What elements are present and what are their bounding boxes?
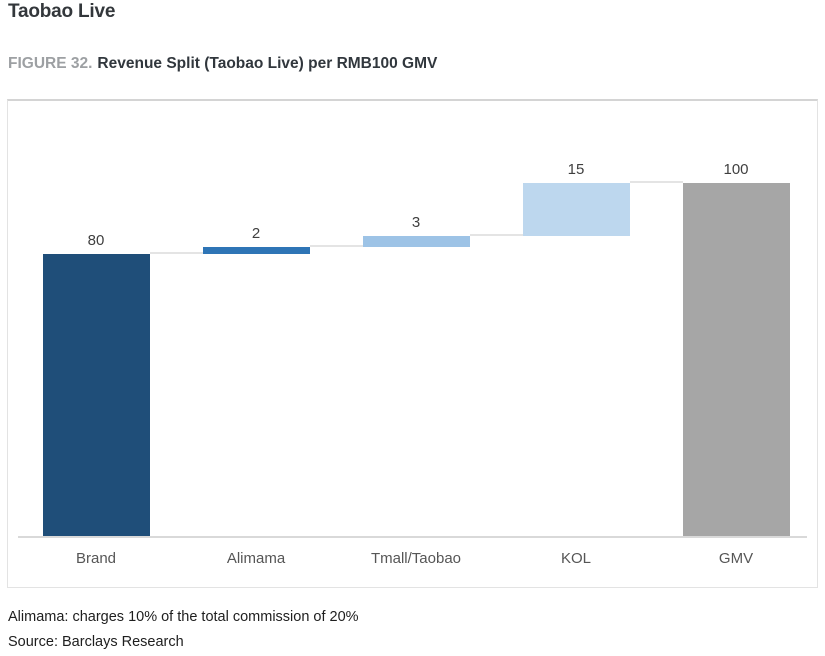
value-label-brand: 80 [87,231,105,249]
connector-line [309,244,363,247]
figure-title: Revenue Split (Taobao Live) per RMB100 G… [97,55,438,72]
connector-line [629,181,683,183]
waterfall-chart: 80 2 3 15 100 Brand Alimama Tmall/Taobao KOL GMV [8,101,817,587]
x-axis-label-kol: KOL [560,550,591,567]
source-line: Source: Barclays Research [8,634,184,650]
figure-caption: FIGURE 32. Revenue Split (Taobao Live) pe… [8,55,437,73]
value-label-gmv: 100 [723,161,749,178]
section-heading: Taobao Live [8,1,116,22]
value-label-kol: 15 [567,161,585,178]
chart-footnote: Alimama: charges 10% of the total commis… [8,609,359,625]
connector-line [469,233,523,236]
bar-gmv [682,183,790,536]
chart-container: 80 2 3 15 100 Brand Alimama Tmall/Taobao KOL GMV [7,99,818,588]
bar-tmall-taobao [362,235,470,247]
bar-kol [522,183,630,236]
x-axis-line [18,536,807,538]
figure-number: FIGURE 32. [8,55,93,72]
x-axis-label-brand: Brand [75,550,117,567]
bar-brand [42,253,150,536]
connector-line [149,251,203,254]
bar-alimama [202,246,310,254]
x-axis-label-alimama: Alimama [226,550,286,567]
x-axis-label-gmv: GMV [718,550,754,567]
value-label-alimama: 2 [251,224,261,242]
value-label-tmall-taobao: 3 [411,213,421,231]
x-axis-label-tmall-taobao: Tmall/Taobao [370,550,462,567]
